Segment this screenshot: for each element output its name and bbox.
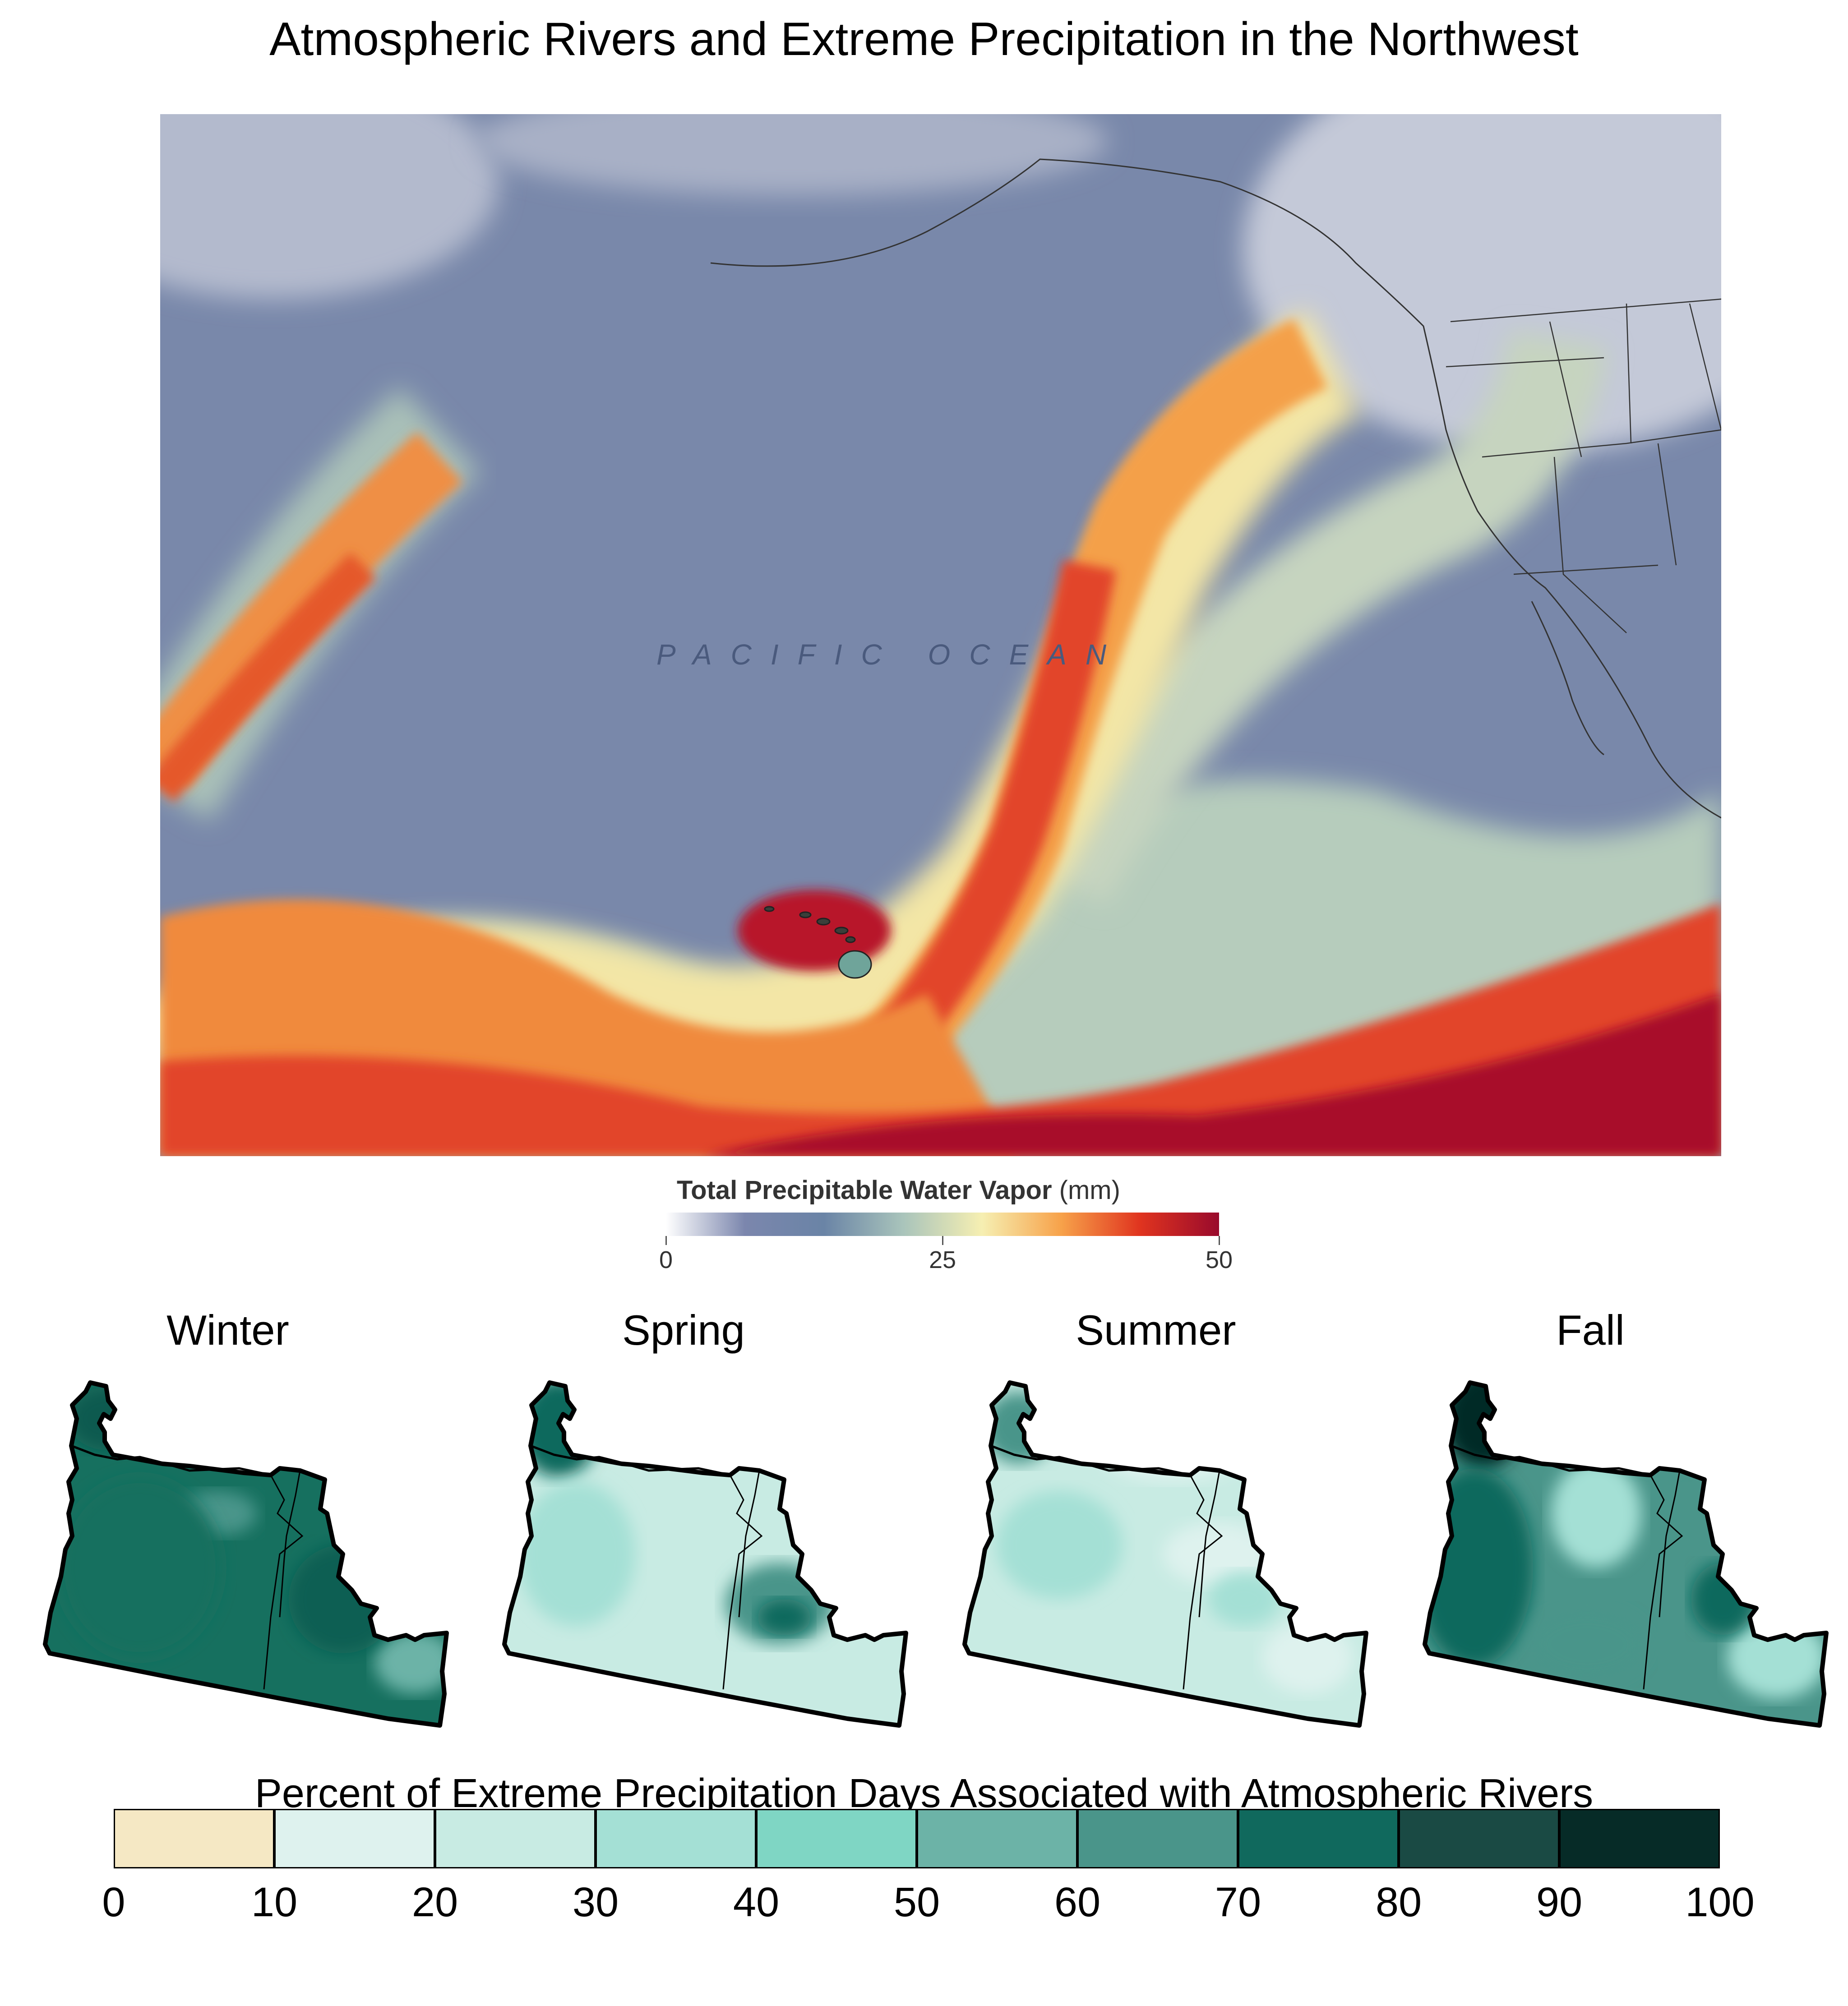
vapor-legend-unit: (mm): [1059, 1176, 1120, 1205]
ar-tick-label: 40: [733, 1879, 780, 1925]
ar-colorbar-segment: [594, 1809, 758, 1868]
ar-colorbar-segment: [434, 1809, 597, 1868]
ar-tick-label: 10: [251, 1879, 298, 1925]
ar-colorbar-segment: [1076, 1809, 1239, 1868]
season-label-spring: Spring: [622, 1306, 745, 1354]
ar-tick-label: 100: [1685, 1879, 1755, 1925]
vapor-tick-mark: [1218, 1236, 1220, 1245]
vapor-tick-label: 0: [659, 1246, 673, 1273]
ar-tick-label: 20: [411, 1879, 458, 1925]
season-label-fall: Fall: [1556, 1306, 1625, 1354]
season-label-winter: Winter: [166, 1306, 289, 1354]
vapor-tick-label: 25: [929, 1246, 956, 1273]
ar-colorbar-segment: [273, 1809, 436, 1868]
ar-colorbar-segment: [1558, 1809, 1720, 1868]
ar-tick-label: 50: [893, 1879, 940, 1925]
ar-tick-label: 0: [102, 1879, 125, 1925]
ocean-label: PACIFIC OCEAN: [656, 638, 1125, 671]
vapor-legend-title-text: Total Precipitable Water Vapor: [677, 1176, 1052, 1205]
ar-colorbar-segment: [114, 1809, 276, 1868]
vapor-tick-mark: [942, 1236, 943, 1245]
ar-colorbar-segment: [755, 1809, 918, 1868]
ar-colorbar-segment: [1397, 1809, 1561, 1868]
ar-tick-label: 80: [1375, 1879, 1422, 1925]
ar-colorbar-segment: [915, 1809, 1079, 1868]
vapor-colorbar: [666, 1213, 1219, 1236]
spring-map: [502, 1380, 908, 1728]
summer-map: [962, 1380, 1368, 1728]
vapor-tick-label: 50: [1205, 1246, 1233, 1273]
winter-map: [43, 1380, 449, 1728]
water-vapor-map: PACIFIC OCEAN: [160, 114, 1721, 1156]
fall-map: [1423, 1380, 1829, 1728]
season-label-summer: Summer: [1076, 1306, 1236, 1354]
vapor-legend-title: Total Precipitable Water Vapor (mm): [677, 1175, 1120, 1205]
page-title: Atmospheric Rivers and Extreme Precipita…: [269, 13, 1579, 65]
ar-tick-label: 70: [1215, 1879, 1261, 1925]
ar-colorbar: [114, 1809, 1720, 1868]
ar-colorbar-segment: [1237, 1809, 1400, 1868]
vapor-tick-mark: [665, 1236, 667, 1245]
ar-tick-label: 90: [1536, 1879, 1583, 1925]
ar-tick-label: 60: [1054, 1879, 1101, 1925]
ar-tick-label: 30: [572, 1879, 619, 1925]
